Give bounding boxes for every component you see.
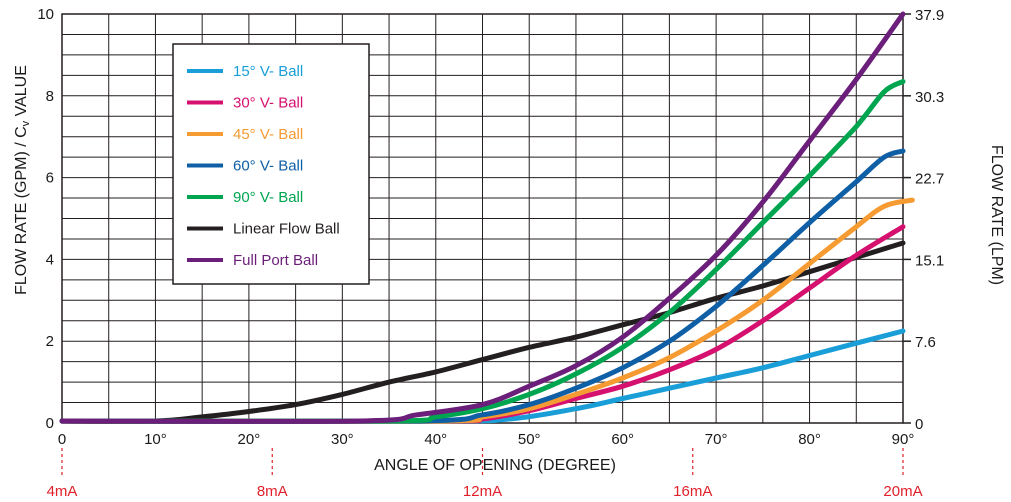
y-tick-label: 8: [46, 88, 54, 105]
y-tick-label: 0: [46, 415, 54, 432]
milliamp-marker-label: 12mA: [463, 483, 502, 500]
legend-label: 45° V- Ball: [233, 126, 303, 143]
legend-label: 60° V- Ball: [233, 158, 303, 175]
series-line: [59, 240, 906, 424]
x-tick-label: 90°: [892, 431, 915, 448]
y2-axis-title: FLOW RATE (LPM): [988, 145, 1005, 285]
y2-tick-label: 7.6: [915, 334, 936, 351]
x-tick-label: 0: [58, 431, 66, 448]
y-axis-title: FLOW RATE (GPM) / Cv VALUE: [13, 65, 32, 295]
y2-tick-labels: 0 7.6 15.1 22.7 30.3 37.9: [903, 7, 944, 433]
y-tick-label: 10: [37, 6, 54, 23]
y-tick-labels: 0 2 4 6 8 10: [37, 6, 54, 432]
x-axis-title: ANGLE OF OPENING (DEGREE): [374, 457, 616, 474]
milliamp-marker-label: 4mA: [47, 483, 78, 500]
y-tick-label: 2: [46, 333, 54, 350]
x-tick-label: 70°: [705, 431, 728, 448]
milliamp-markers: 4mA 8mA 12mA 16mA 20mA: [47, 448, 923, 500]
legend-label: 30° V- Ball: [233, 95, 303, 112]
y2-tick-label: 0: [915, 416, 923, 433]
legend-label: Full Port Ball: [233, 252, 318, 269]
x-tick-label: 80°: [798, 431, 821, 448]
milliamp-marker-label: 20mA: [883, 483, 922, 500]
milliamp-marker-label: 16mA: [673, 483, 712, 500]
legend-label: Linear Flow Ball: [233, 221, 340, 238]
x-tick-label: 30°: [331, 431, 354, 448]
series-line: [59, 79, 906, 424]
series-lines: [59, 11, 915, 424]
y-tick-label: 4: [46, 251, 54, 268]
legend-label: 15° V- Ball: [233, 63, 303, 80]
legend-label: 90° V- Ball: [233, 189, 303, 206]
y2-tick-label: 15.1: [915, 252, 944, 269]
y-tick-label: 6: [46, 170, 54, 187]
x-tick-label: 10°: [144, 431, 167, 448]
x-tick-labels: 0 10° 20° 30° 40° 50° 60° 70° 80° 90°: [58, 431, 915, 448]
legend: 15° V- Ball 30° V- Ball 45° V- Ball 60° V- …: [172, 43, 370, 285]
milliamp-marker-label: 8mA: [257, 483, 288, 500]
y2-tick-label: 37.9: [915, 7, 944, 24]
x-tick-label: 50°: [518, 431, 541, 448]
series-line: [59, 11, 906, 424]
x-tick-label: 60°: [611, 431, 634, 448]
x-tick-label: 40°: [424, 431, 447, 448]
y2-tick-label: 22.7: [915, 171, 944, 188]
x-tick-label: 20°: [238, 431, 261, 448]
y2-tick-label: 30.3: [915, 89, 944, 106]
